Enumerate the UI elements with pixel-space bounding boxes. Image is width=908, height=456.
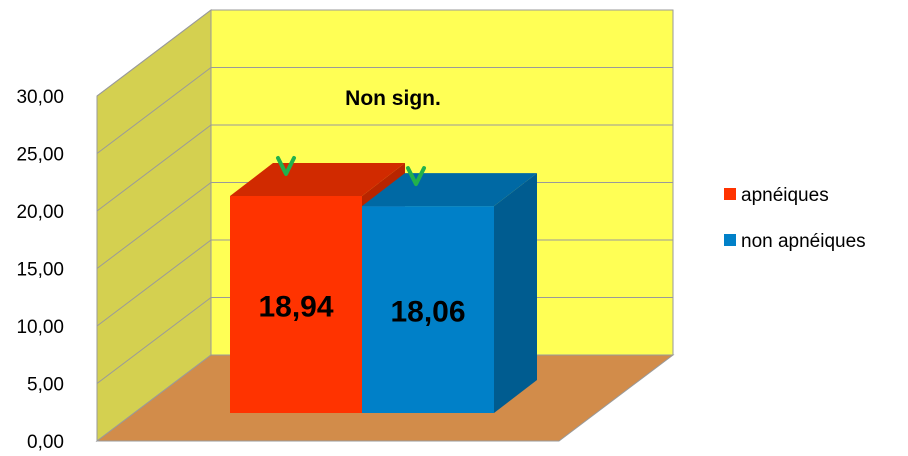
y-tick-label: 20,00 bbox=[16, 202, 64, 223]
data-label: 18,06 bbox=[390, 296, 465, 329]
y-tick-label: 5,00 bbox=[27, 375, 64, 396]
annotation-text: Non sign. bbox=[345, 87, 441, 110]
legend-swatch bbox=[724, 234, 736, 246]
gridline bbox=[96, 124, 212, 212]
legend-label: apnéiques bbox=[741, 185, 829, 206]
y-tick-label: 10,00 bbox=[16, 317, 64, 338]
gridline bbox=[96, 239, 212, 327]
gridline bbox=[96, 67, 212, 154]
bar-side bbox=[494, 173, 537, 413]
y-tick-label: 25,00 bbox=[16, 145, 64, 166]
bar-non-apneiques: 18,06 bbox=[362, 166, 537, 413]
bar-front bbox=[362, 206, 494, 413]
legend-label: non apnéiques bbox=[741, 231, 866, 252]
gridline bbox=[96, 297, 212, 384]
bars: 18,94 18,06 bbox=[230, 156, 537, 413]
check-marker-icon bbox=[276, 156, 296, 176]
bar-front bbox=[230, 196, 362, 413]
legend-swatch bbox=[724, 188, 736, 200]
gridline bbox=[96, 9, 212, 97]
y-tick-label: 0,00 bbox=[27, 432, 64, 453]
data-label: 18,94 bbox=[258, 291, 333, 324]
y-tick-label: 15,00 bbox=[16, 260, 64, 281]
y-tick-label: 30,00 bbox=[16, 87, 64, 108]
check-marker-icon bbox=[406, 166, 426, 187]
legend: apnéiques non apnéiques bbox=[724, 185, 866, 252]
bar-top bbox=[230, 163, 405, 196]
y-axis-ticks: 0,00 5,00 10,00 15,00 20,00 25,00 30,00 bbox=[16, 87, 64, 453]
gridline bbox=[96, 182, 212, 269]
bar-top bbox=[362, 173, 537, 207]
